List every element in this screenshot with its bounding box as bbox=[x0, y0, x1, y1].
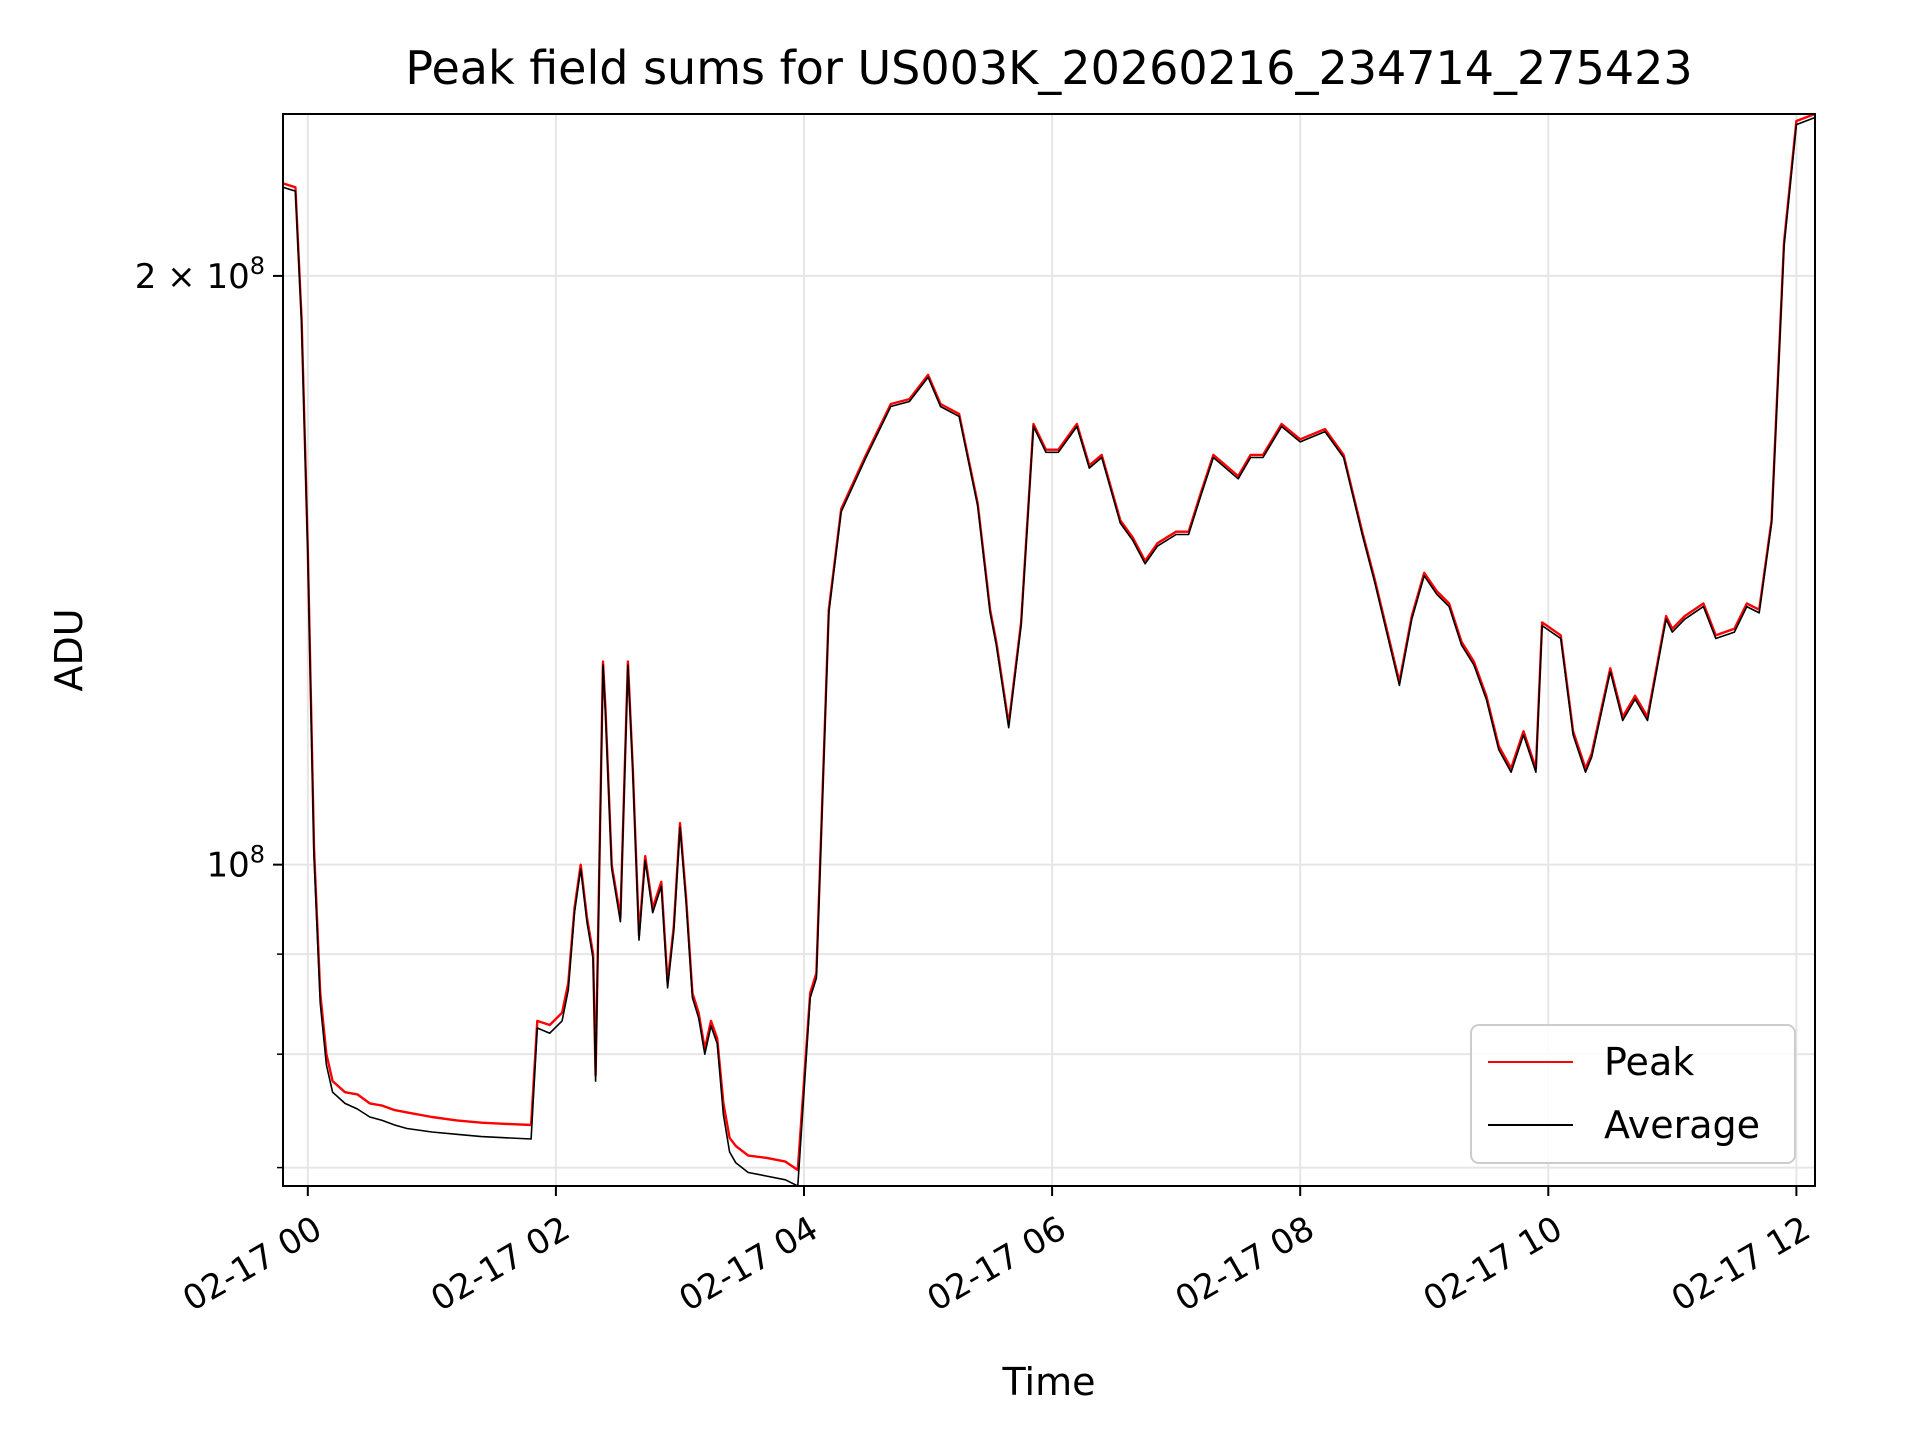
plot-frame bbox=[282, 113, 1816, 1187]
legend-label-peak: Peak bbox=[1604, 1040, 1694, 1084]
chart-title: Peak field sums for US003K_20260216_2347… bbox=[405, 41, 1692, 95]
legend-label-average: Average bbox=[1604, 1103, 1760, 1147]
series-line-average bbox=[283, 116, 1815, 1186]
legend-box bbox=[1470, 1024, 1796, 1164]
series-layer bbox=[283, 114, 1815, 1186]
legend: Peak Average bbox=[1470, 1024, 1796, 1164]
y-tick-label: 108 bbox=[206, 841, 265, 886]
y-axis-label: ADU bbox=[47, 608, 91, 691]
y-tick-label: 2 × 108 bbox=[135, 252, 265, 297]
x-axis-label: Time bbox=[1002, 1360, 1096, 1404]
grid bbox=[283, 114, 1815, 1186]
